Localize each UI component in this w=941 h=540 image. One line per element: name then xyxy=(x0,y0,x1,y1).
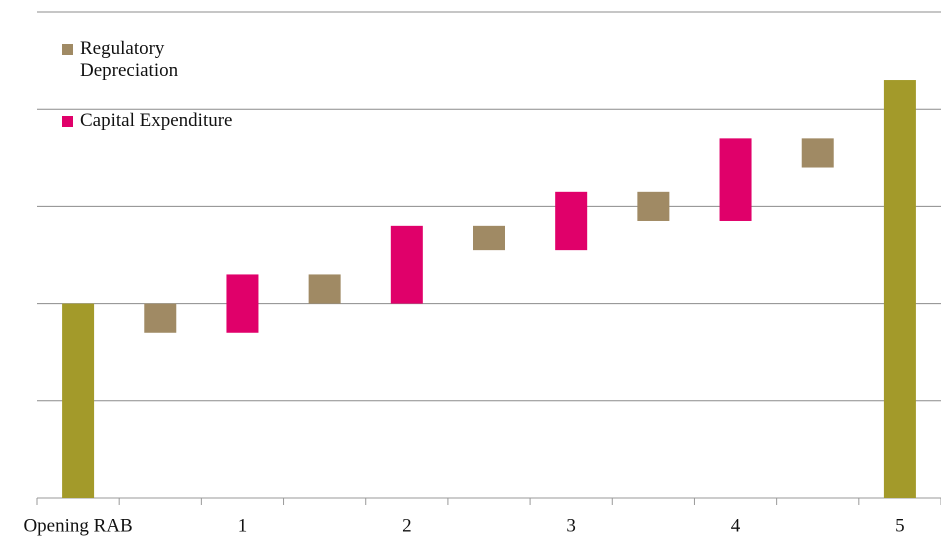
delta-bar xyxy=(308,274,341,304)
legend-label: Regulatory Depreciation xyxy=(80,38,179,81)
delta-bar xyxy=(226,274,259,333)
total-bar xyxy=(62,303,95,498)
total-bar xyxy=(883,80,916,498)
x-tick-label: 4 xyxy=(731,515,741,536)
x-tick-label: 5 xyxy=(895,515,905,536)
legend-label: Capital Expenditure xyxy=(80,110,233,131)
x-tick-label: Opening RAB xyxy=(23,515,132,536)
delta-bar xyxy=(637,191,670,221)
x-tick-label: 2 xyxy=(402,515,412,536)
legend-item: Regulatory Depreciation xyxy=(62,38,210,82)
delta-bar xyxy=(555,191,588,251)
delta-bar xyxy=(390,225,423,304)
delta-bar xyxy=(473,225,505,251)
x-tick-label: 3 xyxy=(566,515,576,536)
legend-item: Capital Expenditure xyxy=(62,110,250,132)
legend: Regulatory Depreciation Capital Expenditu… xyxy=(62,38,262,160)
legend-swatch xyxy=(62,116,73,127)
delta-bar xyxy=(719,138,752,221)
delta-bar xyxy=(144,303,177,333)
x-tick-label: 1 xyxy=(238,515,248,536)
legend-swatch xyxy=(62,44,73,55)
delta-bar xyxy=(801,138,834,168)
